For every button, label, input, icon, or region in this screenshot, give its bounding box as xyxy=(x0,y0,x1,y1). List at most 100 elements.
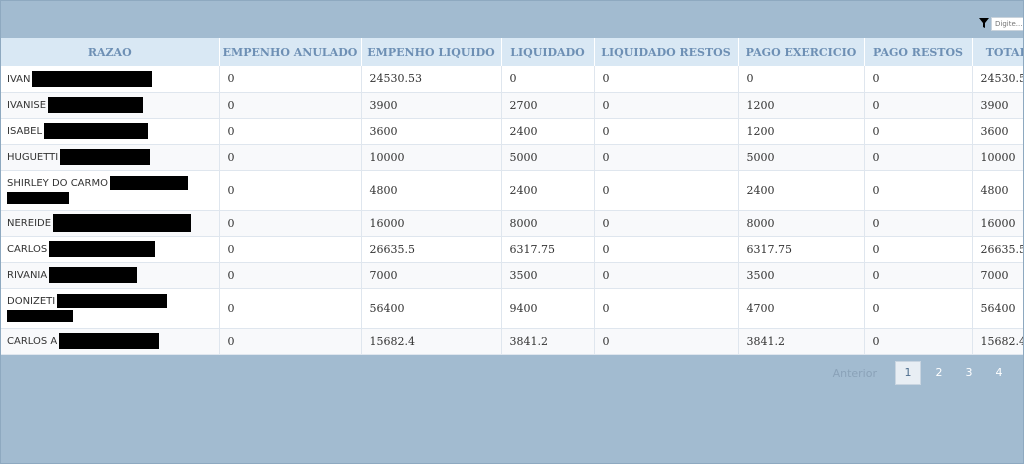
cell-empenho-anulado: 0 xyxy=(219,144,362,171)
cell-liquidado: 2700 xyxy=(501,92,595,119)
redaction-bar xyxy=(60,149,151,165)
column-header-empenho-liquido[interactable]: EMPENHO LIQUIDO xyxy=(361,38,502,66)
cell-empenho-anulado: 0 xyxy=(219,262,362,289)
pagination-page-2[interactable]: 2 xyxy=(935,366,943,379)
cell-liquidado: 5000 xyxy=(501,144,595,171)
table-row[interactable]: IVAN 0 24530.53 0 0 0 0 24530.53 xyxy=(1,66,1023,93)
cell-liquidado-restos: 0 xyxy=(594,262,739,289)
pagination-page-1[interactable]: 1 xyxy=(895,361,921,385)
cell-liquidado-restos: 0 xyxy=(594,236,739,263)
cell-pago-exercicio: 1200 xyxy=(738,92,865,119)
cell-razao: IVANISE xyxy=(1,92,220,119)
cell-pago-exercicio: 3500 xyxy=(738,262,865,289)
pagination-page-3[interactable]: 3 xyxy=(965,366,973,379)
cell-empenho-anulado: 0 xyxy=(219,66,362,93)
column-header-liquidado[interactable]: LIQUIDADO xyxy=(501,38,595,66)
cell-empenho-liquido: 26635.5 xyxy=(361,236,502,263)
cell-liquidado-restos: 0 xyxy=(594,118,739,145)
cell-total: 16000 xyxy=(972,210,1023,237)
table-row[interactable]: SHIRLEY DO CARMO 0 4800 2400 0 2400 0 48… xyxy=(1,170,1023,211)
table-row[interactable]: RIVANIA 0 7000 3500 0 3500 0 7000 xyxy=(1,262,1023,289)
cell-empenho-liquido: 56400 xyxy=(361,288,502,329)
redaction-bar xyxy=(44,123,149,139)
cell-empenho-anulado: 0 xyxy=(219,288,362,329)
filter-input[interactable] xyxy=(991,17,1023,31)
cell-empenho-liquido: 3900 xyxy=(361,92,502,119)
table-row[interactable]: ISABEL 0 3600 2400 0 1200 0 3600 xyxy=(1,118,1023,145)
table-row[interactable]: CARLOS 0 26635.5 6317.75 0 6317.75 0 266… xyxy=(1,236,1023,263)
cell-empenho-liquido: 10000 xyxy=(361,144,502,171)
cell-pago-restos: 0 xyxy=(864,262,973,289)
cell-liquidado: 0 xyxy=(501,66,595,93)
cell-empenho-anulado: 0 xyxy=(219,210,362,237)
cell-pago-exercicio: 3841.2 xyxy=(738,328,865,355)
cell-pago-restos: 0 xyxy=(864,170,973,211)
cell-pago-exercicio: 4700 xyxy=(738,288,865,329)
table-row[interactable]: NEREIDE 0 16000 8000 0 8000 0 16000 xyxy=(1,210,1023,237)
cell-pago-restos: 0 xyxy=(864,92,973,119)
pagination-previous[interactable]: Anterior xyxy=(832,366,877,380)
cell-razao: IVAN xyxy=(1,66,220,93)
redaction-bar xyxy=(32,70,153,87)
redaction-bar xyxy=(59,333,160,349)
table-row[interactable]: IVANISE 0 3900 2700 0 1200 0 3900 xyxy=(1,92,1023,119)
redaction-bar xyxy=(49,241,156,257)
cell-pago-restos: 0 xyxy=(864,236,973,263)
cell-pago-restos: 0 xyxy=(864,66,973,93)
cell-razao: ISABEL xyxy=(1,118,220,145)
cell-empenho-anulado: 0 xyxy=(219,328,362,355)
redaction-bar xyxy=(53,214,192,232)
cell-liquidado-restos: 0 xyxy=(594,288,739,329)
redaction-bar xyxy=(7,192,69,204)
column-header-liquidado-restos[interactable]: LIQUIDADO RESTOS xyxy=(594,38,739,66)
redaction-bar xyxy=(48,97,144,113)
column-header-pago-restos[interactable]: PAGO RESTOS xyxy=(864,38,973,66)
data-table: RAZAO EMPENHO ANULADO EMPENHO LIQUIDO LI… xyxy=(1,38,1023,355)
cell-pago-exercicio: 8000 xyxy=(738,210,865,237)
redaction-bar xyxy=(49,267,138,283)
redaction-bar xyxy=(57,294,168,308)
column-header-total[interactable]: TOTAL xyxy=(972,38,1023,66)
cell-razao: DONIZETI xyxy=(1,288,220,329)
cell-liquidado-restos: 0 xyxy=(594,66,739,93)
cell-total: 56400 xyxy=(972,288,1023,329)
cell-liquidado: 9400 xyxy=(501,288,595,329)
cell-total: 10000 xyxy=(972,144,1023,171)
table-row[interactable]: CARLOS A 0 15682.4 3841.2 0 3841.2 0 156… xyxy=(1,328,1023,355)
column-header-razao[interactable]: RAZAO xyxy=(1,38,220,66)
cell-empenho-liquido: 4800 xyxy=(361,170,502,211)
cell-liquidado: 3841.2 xyxy=(501,328,595,355)
pagination-page-4[interactable]: 4 xyxy=(995,366,1003,379)
column-header-empenho-anulado[interactable]: EMPENHO ANULADO xyxy=(219,38,362,66)
cell-total: 26635.5 xyxy=(972,236,1023,263)
cell-total: 3600 xyxy=(972,118,1023,145)
cell-empenho-liquido: 15682.4 xyxy=(361,328,502,355)
cell-pago-exercicio: 2400 xyxy=(738,170,865,211)
cell-total: 15682.4 xyxy=(972,328,1023,355)
cell-liquidado-restos: 0 xyxy=(594,92,739,119)
redaction-bar xyxy=(7,310,73,322)
cell-pago-restos: 0 xyxy=(864,144,973,171)
cell-razao: SHIRLEY DO CARMO xyxy=(1,170,220,211)
cell-pago-restos: 0 xyxy=(864,118,973,145)
cell-pago-restos: 0 xyxy=(864,210,973,237)
cell-liquidado: 2400 xyxy=(501,170,595,211)
cell-liquidado: 3500 xyxy=(501,262,595,289)
column-header-pago-exercicio[interactable]: PAGO EXERCICIO xyxy=(738,38,865,66)
cell-empenho-liquido: 3600 xyxy=(361,118,502,145)
cell-total: 4800 xyxy=(972,170,1023,211)
table-row[interactable]: DONIZETI 0 56400 9400 0 4700 0 56400 xyxy=(1,288,1023,329)
cell-empenho-liquido: 16000 xyxy=(361,210,502,237)
table-row[interactable]: HUGUETTI 0 10000 5000 0 5000 0 10000 xyxy=(1,144,1023,171)
cell-liquidado: 2400 xyxy=(501,118,595,145)
cell-empenho-anulado: 0 xyxy=(219,118,362,145)
cell-liquidado-restos: 0 xyxy=(594,210,739,237)
cell-razao: CARLOS xyxy=(1,236,220,263)
cell-razao: HUGUETTI xyxy=(1,144,220,171)
cell-pago-exercicio: 6317.75 xyxy=(738,236,865,263)
cell-empenho-anulado: 0 xyxy=(219,170,362,211)
cell-liquidado: 6317.75 xyxy=(501,236,595,263)
filter-icon xyxy=(979,18,989,28)
cell-razao: NEREIDE xyxy=(1,210,220,237)
